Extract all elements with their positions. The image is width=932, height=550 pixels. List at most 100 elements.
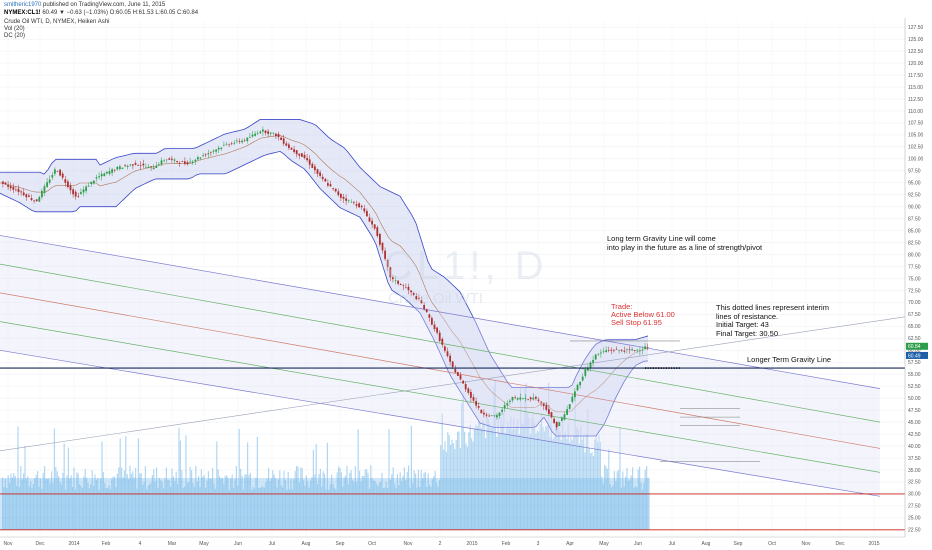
candle-body: [363, 208, 366, 212]
price-axis-panel: [905, 0, 932, 550]
resistance-note: This dotted lines represent interim line…: [716, 303, 829, 338]
watermark-symbol: CL1!, D: [384, 244, 548, 288]
candle-body: [77, 195, 80, 197]
candle-body: [220, 147, 223, 149]
volume-bar: [149, 484, 151, 530]
volume-bar: [38, 486, 40, 530]
volume-bar: [485, 438, 487, 530]
candle-body: [264, 130, 267, 133]
time-axis[interactable]: Nov Dec 2014 Feb 4 Mar May Jun Jul Aug Sep Oct Nov 2 2…: [0, 536, 905, 547]
volume-bar: [417, 470, 419, 530]
volume-bar: [158, 477, 160, 530]
last-price-label: 60.84: [908, 344, 921, 350]
candle-body: [303, 154, 306, 158]
overlay-lines: [0, 340, 905, 531]
candle-body: [22, 192, 25, 196]
volume-bar: [192, 483, 194, 530]
volume-bar: [165, 467, 167, 530]
candle-body: [568, 404, 571, 409]
volume-bar: [10, 473, 12, 530]
volume-bar: [195, 465, 197, 530]
volume-bar: [17, 426, 19, 530]
volume-bar: [248, 475, 250, 530]
volume-bar: [317, 483, 319, 530]
volume-bar: [231, 474, 233, 530]
volume-bar: [492, 426, 494, 530]
author-link[interactable]: smitheric1970: [4, 2, 42, 8]
volume-bar: [629, 479, 631, 530]
candle-body: [223, 144, 225, 146]
volume-bar: [354, 466, 356, 530]
volume-bar: [6, 488, 8, 530]
volume-bar: [181, 469, 183, 530]
candle-body: [90, 181, 93, 185]
candle-body: [316, 169, 319, 174]
price-tick-label: 50.00: [908, 396, 921, 402]
candle-body: [129, 164, 132, 166]
candle-body: [610, 349, 613, 351]
volume-bar: [634, 486, 636, 530]
volume-bar: [627, 480, 629, 530]
price-tick-label: 35.00: [908, 468, 921, 474]
volume-bar: [493, 386, 495, 530]
volume-bar: [121, 467, 123, 530]
volume-bar: [90, 484, 92, 530]
candle-body: [293, 149, 295, 153]
indicator-volume-label[interactable]: Vol (20): [4, 26, 25, 32]
volume-bar: [381, 472, 383, 530]
volume-bar: [391, 474, 393, 530]
volume-bar: [118, 467, 120, 530]
candle-body: [106, 171, 108, 174]
candle-body: [345, 198, 347, 201]
candle-body: [33, 200, 35, 202]
candle-body: [532, 397, 535, 400]
volume-bar: [587, 409, 589, 530]
candle-body: [236, 140, 238, 142]
candle-body: [571, 396, 574, 403]
volume-bar: [109, 489, 111, 530]
volume-bar: [213, 483, 215, 530]
price-tick-label: 97.50: [908, 169, 921, 175]
volume-bar: [44, 466, 46, 530]
volume-bar: [478, 421, 480, 530]
price-axis[interactable]: 127.50 125.00 122.50 120.00 117.50 115.00 112.…: [904, 0, 932, 550]
candle-body: [399, 284, 402, 285]
volume-bar: [431, 479, 433, 530]
candle-body: [644, 346, 646, 350]
volume-bar: [177, 484, 179, 530]
candle-body: [228, 144, 230, 146]
candle-body: [405, 287, 407, 289]
volume-bar: [13, 473, 15, 530]
volume-bar: [608, 449, 610, 530]
volume-bar: [261, 486, 263, 530]
volume-bar: [644, 469, 646, 530]
volume-bar: [468, 432, 470, 530]
indicator-dc-label[interactable]: DC (20): [4, 33, 26, 39]
volume-bar: [31, 488, 33, 530]
volume-bar: [604, 465, 606, 530]
volume-bar: [305, 475, 307, 530]
volume-bar: [496, 436, 498, 530]
volume-bar: [420, 469, 422, 530]
volume-bar: [347, 484, 349, 530]
candle-body: [12, 186, 15, 190]
candle-body: [394, 280, 397, 281]
candle-body: [605, 350, 607, 352]
candle-body: [311, 163, 314, 168]
candle-body: [103, 173, 106, 177]
candle-body: [28, 195, 30, 197]
volume-bar: [426, 486, 428, 530]
candle-body: [537, 399, 540, 401]
volume-bar: [443, 449, 445, 530]
last-price-badge-2: [906, 351, 928, 359]
candle-body: [173, 159, 176, 161]
candle-body: [397, 280, 399, 284]
candle-body: [25, 194, 28, 198]
volume-bar: [25, 478, 27, 530]
candle-body: [225, 143, 228, 145]
candle-body: [202, 155, 204, 157]
time-tick-label: 4: [139, 541, 142, 547]
volume-bar: [140, 473, 142, 530]
candle-body: [100, 173, 103, 177]
